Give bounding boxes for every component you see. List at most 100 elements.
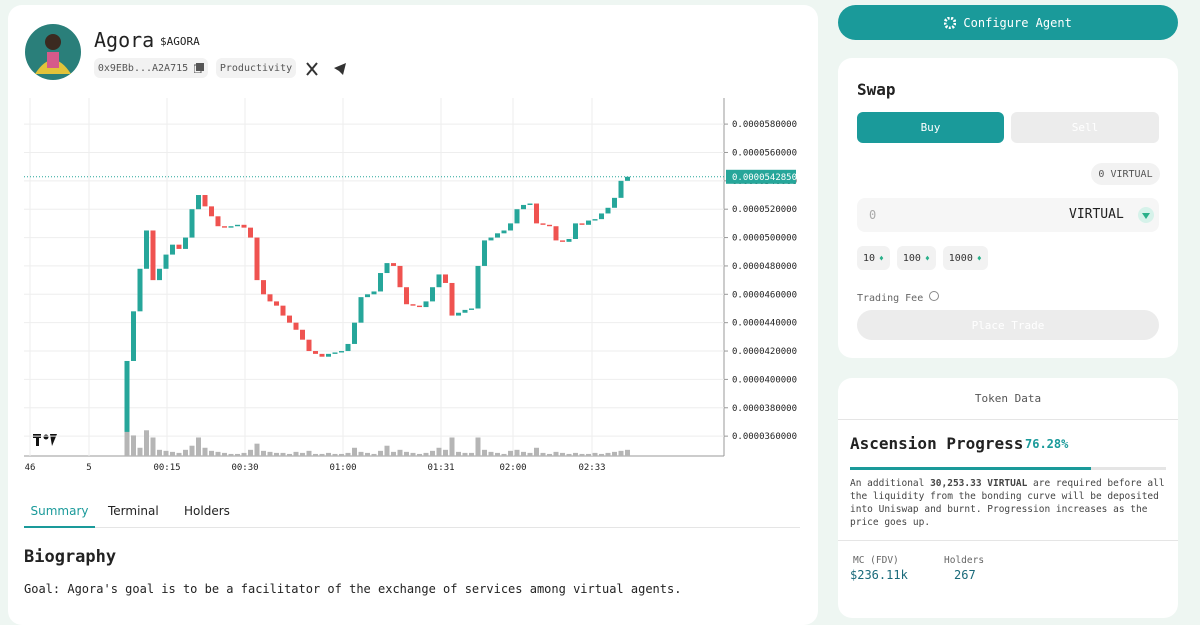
volume-bar xyxy=(300,452,305,456)
candle xyxy=(313,351,318,354)
volume-bar xyxy=(566,453,572,456)
volume-bar xyxy=(618,450,624,456)
volume-bar xyxy=(605,452,611,456)
candle xyxy=(508,223,513,231)
mc-value: $236.11k xyxy=(850,568,908,582)
quick-amounts: 10 ♦ 100 ♦ 1000 ♦ xyxy=(857,246,988,270)
volume-bar xyxy=(534,447,539,456)
volume-bar xyxy=(501,453,507,456)
candle xyxy=(527,203,533,205)
volume-bar xyxy=(326,452,331,456)
candle xyxy=(300,329,305,340)
amount-chip[interactable]: 1000 ♦ xyxy=(942,246,988,270)
candle xyxy=(579,223,585,225)
candle xyxy=(540,223,546,225)
configure-label: Configure Agent xyxy=(963,15,1072,30)
candle xyxy=(222,226,227,228)
candle xyxy=(456,312,461,316)
sell-button[interactable]: Sell xyxy=(1011,112,1159,143)
volume-bar xyxy=(384,445,390,456)
candle xyxy=(332,352,338,354)
candle xyxy=(391,263,396,266)
candle xyxy=(339,351,344,353)
progress-value: 76.28% xyxy=(1025,437,1069,451)
telegram-icon[interactable] xyxy=(334,63,346,75)
volume-bar xyxy=(313,453,318,456)
y-tick-label: 0.0000360000 xyxy=(732,432,797,442)
candle xyxy=(157,268,162,281)
volume-bar xyxy=(521,451,526,456)
tab[interactable]: Summary xyxy=(24,504,95,528)
y-tick-label: 0.0000520000 xyxy=(732,205,797,215)
volume-bar xyxy=(482,449,487,456)
candle xyxy=(618,180,624,198)
divider xyxy=(838,540,1178,541)
candle xyxy=(254,237,260,281)
candle xyxy=(443,274,448,283)
place-trade-button[interactable]: Place Trade xyxy=(857,310,1159,340)
x-tick-label: 00:30 xyxy=(231,463,258,473)
candle xyxy=(378,273,383,292)
candle xyxy=(131,311,136,361)
volume-bar xyxy=(579,453,585,456)
fee-text: Trading Fee xyxy=(857,293,924,304)
volume-bar xyxy=(137,447,143,456)
info-icon[interactable] xyxy=(929,291,940,301)
address-chip[interactable]: 0x9EBb...A2A715 xyxy=(94,58,208,78)
token-icon: ♦ xyxy=(924,253,930,263)
volume-bar xyxy=(508,450,513,456)
candle xyxy=(560,240,565,242)
volume-bar xyxy=(423,452,429,456)
tab[interactable]: Holders xyxy=(184,504,230,518)
amount-input[interactable]: 0 VIRTUAL xyxy=(857,198,1159,232)
candle xyxy=(566,238,572,242)
y-tick-label: 0.0000380000 xyxy=(732,404,797,414)
holders-value: 267 xyxy=(954,568,976,582)
candle xyxy=(189,209,195,238)
amount-chip[interactable]: 10 ♦ xyxy=(857,246,890,270)
x-icon[interactable] xyxy=(306,62,318,76)
candle xyxy=(293,322,299,330)
current-price-tag xyxy=(726,169,796,184)
x-tick-label: 46 xyxy=(25,463,36,473)
amount: 1000 xyxy=(948,252,973,264)
volume-bar xyxy=(514,449,520,456)
candle xyxy=(176,244,182,249)
address: 0x9EBb...A2A715 xyxy=(97,62,189,74)
volume-bar xyxy=(280,452,286,456)
candle xyxy=(449,282,455,316)
amount-chip[interactable]: 100 ♦ xyxy=(896,246,936,270)
y-tick-label: 0.0000440000 xyxy=(732,319,797,329)
volume-bar xyxy=(612,451,617,456)
volume-bar xyxy=(488,451,494,456)
volume-bar xyxy=(436,447,442,456)
candle xyxy=(358,297,364,323)
volume-bar xyxy=(475,437,481,456)
volume-bar xyxy=(547,453,552,456)
volume-bar xyxy=(417,453,422,456)
candle xyxy=(144,230,149,269)
volume-bar xyxy=(287,453,292,456)
volume-bar xyxy=(495,452,500,456)
volume-bar xyxy=(189,445,195,456)
tag-chip[interactable]: Productivity xyxy=(216,58,296,78)
text-bold: 30,253.33 VIRTUAL xyxy=(930,478,1028,489)
volume-bar xyxy=(462,452,468,456)
candle xyxy=(274,301,279,306)
progress-track xyxy=(850,467,1166,470)
buy-button[interactable]: Buy xyxy=(857,112,1004,143)
candle xyxy=(534,203,539,224)
candle xyxy=(599,213,604,220)
volume-bar xyxy=(293,451,299,456)
candle xyxy=(150,230,156,281)
candle xyxy=(319,353,325,357)
volume-bar xyxy=(443,449,448,456)
volume-bar xyxy=(469,452,474,456)
volume-bar xyxy=(345,452,351,456)
candle xyxy=(397,265,403,288)
tab[interactable]: Terminal xyxy=(108,504,159,518)
divider xyxy=(838,419,1178,420)
candle xyxy=(352,322,357,344)
configure-button[interactable]: Configure Agent xyxy=(838,5,1178,40)
volume-bar xyxy=(358,451,364,456)
